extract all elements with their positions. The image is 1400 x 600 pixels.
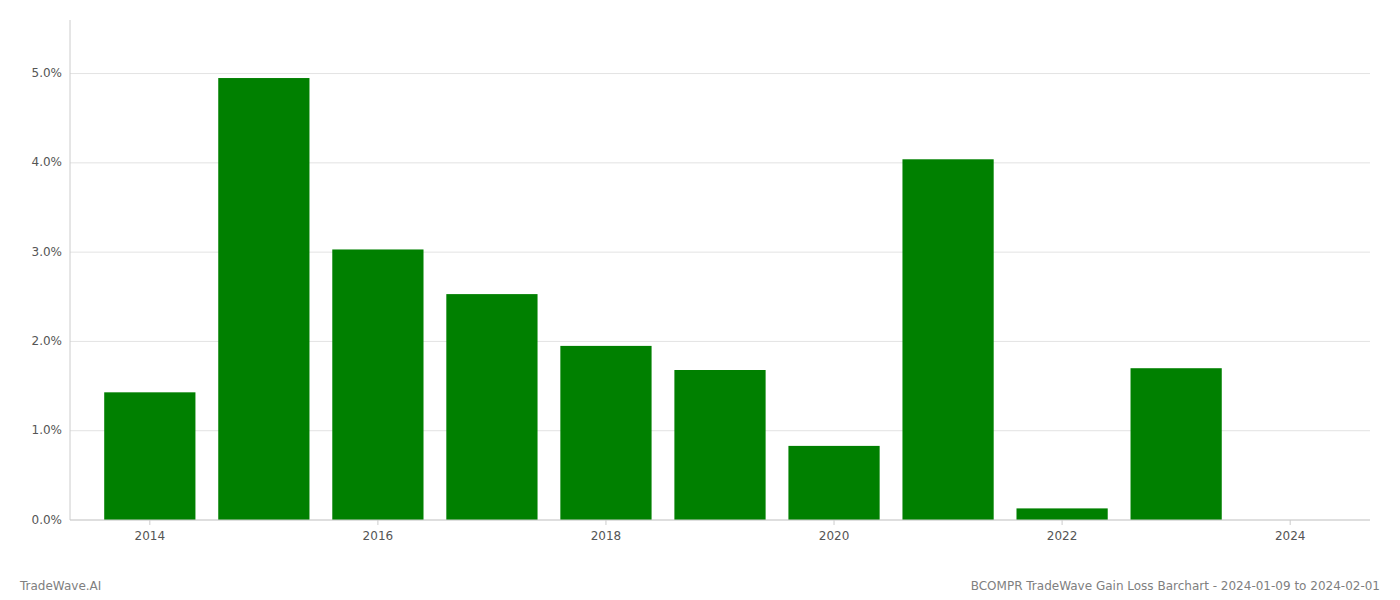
footer-text: TradeWave.AI — [19, 579, 101, 593]
grid-line — [70, 73, 1370, 74]
bars — [104, 78, 1222, 520]
y-axis-line — [70, 20, 71, 520]
y-tick-label: 2.0% — [32, 334, 63, 348]
y-tick-label: 0.0% — [32, 513, 63, 527]
x-tick — [377, 520, 378, 525]
x-tick — [149, 520, 150, 525]
bar — [1016, 508, 1107, 520]
y-axis: 0.0% 1.0% 2.0% 3.0% 4.0% 5.0% — [32, 66, 63, 526]
x-tick-label: 2024 — [1275, 529, 1306, 543]
x-tick — [605, 520, 606, 525]
bar — [1131, 368, 1222, 520]
x-axis: 2014 2016 2018 2020 2022 2024 — [135, 520, 1306, 543]
x-tick-label: 2014 — [135, 529, 166, 543]
x-tick-label: 2022 — [1047, 529, 1078, 543]
y-tick-label: 4.0% — [32, 155, 63, 169]
bar — [560, 346, 651, 520]
x-axis-line — [70, 520, 1370, 521]
x-tick — [834, 520, 835, 525]
bar — [788, 446, 879, 520]
chart: 0.0% 1.0% 2.0% 3.0% 4.0% 5.0% 2014 2016 2018 2020… — [0, 0, 1400, 600]
x-tick-label: 2020 — [819, 529, 850, 543]
x-tick-label: 2016 — [363, 529, 394, 543]
page: {"chart_data": {"type": "bar", "x": [201… — [0, 0, 1400, 600]
y-tick-label: 1.0% — [32, 423, 63, 437]
bar — [446, 294, 537, 520]
bar — [674, 370, 765, 520]
bar — [218, 78, 309, 520]
bar — [332, 249, 423, 520]
bar — [104, 392, 195, 520]
footer-text: BCOMPR TradeWave Gain Loss Barchart - 20… — [971, 579, 1380, 593]
y-grid — [70, 74, 1370, 520]
grid-line — [70, 520, 1370, 521]
y-tick-label: 3.0% — [32, 245, 63, 259]
x-tick-label: 2018 — [591, 529, 622, 543]
x-tick — [1290, 520, 1291, 525]
bar — [902, 159, 993, 520]
x-tick — [1062, 520, 1063, 525]
y-tick-label: 5.0% — [32, 66, 63, 80]
